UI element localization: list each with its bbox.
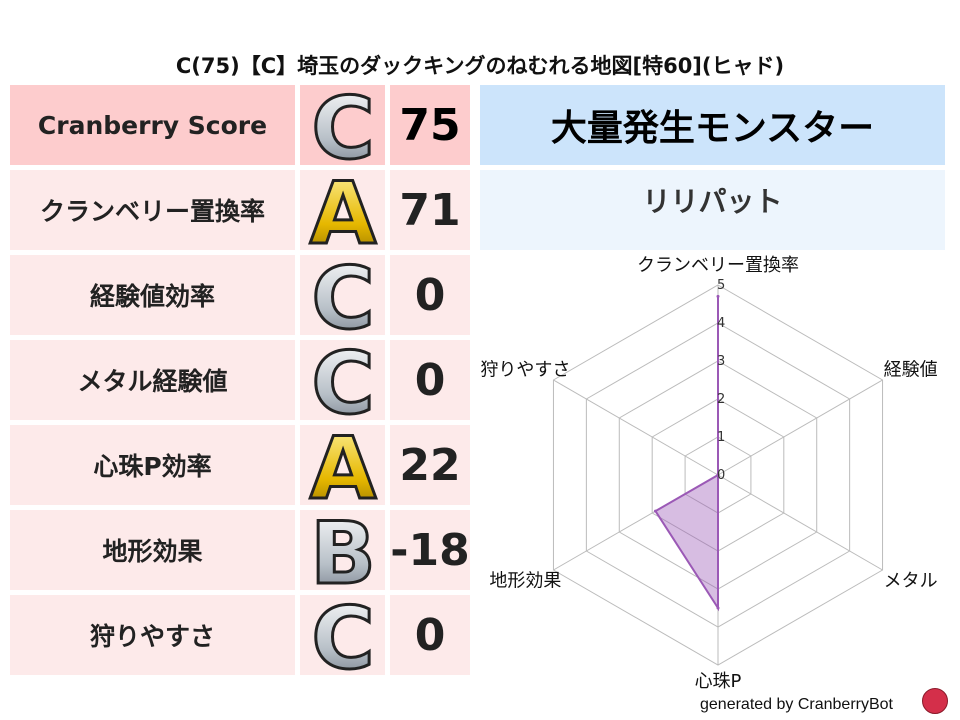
grade-letter: C [311,85,374,165]
row-score: 0 [390,595,470,675]
tick-label: 4 [717,316,725,331]
grade-letter: C [311,340,374,420]
monster-name: リリパット [480,170,945,250]
row-label: 経験値効率 [10,255,295,335]
row-label: 地形効果 [10,510,295,590]
data-point [716,606,720,610]
footer-text: generated by CranberryBot [700,696,893,713]
grade-badge: A [300,170,385,250]
data-point [716,294,720,298]
grade-letter: C [311,255,374,335]
tick-label: 5 [717,278,725,293]
tick-label: 2 [717,392,725,407]
axis-label: クランベリー置換率 [637,255,799,276]
row-score: 71 [390,170,470,250]
grade-letter: B [310,510,376,590]
row-label: クランベリー置換率 [10,170,295,250]
grid-spoke [553,379,719,476]
data-polygon [654,296,719,612]
axis-label: 経験値 [884,360,938,381]
page-title: C(75)【C】埼玉のダックキングのねむれる地図[特60](ヒャド) [175,54,785,78]
data-point [716,473,720,477]
row-score: 75 [390,85,470,165]
row-score: -18 [390,510,470,590]
row-score: 22 [390,425,470,505]
axis-label: 心珠P [695,671,742,690]
grade-letter: C [311,595,374,675]
grid-spoke [717,474,883,571]
axis-label: 地形効果 [489,570,561,591]
grade-badge: C [300,595,385,675]
tick-label: 3 [717,354,725,369]
row-score: 0 [390,340,470,420]
grade-badge: C [300,340,385,420]
outbreak-monster-header: 大量発生モンスター [480,85,945,165]
grade-letter: A [309,425,376,505]
row-label: Cranberry Score [10,85,295,165]
row-label: 狩りやすさ [10,595,295,675]
tick-label: 0 [717,468,725,483]
tick-label: 1 [717,430,725,445]
axis-label: メタル [884,570,938,591]
grade-badge: A [300,425,385,505]
grade-badge: C [300,255,385,335]
grade-letter: A [309,170,376,250]
grade-badge: C [300,85,385,165]
row-label: 心珠P効率 [10,425,295,505]
cranberry-bot-logo [922,688,948,714]
axis-label: 狩りやすさ [480,360,570,381]
data-point [653,509,657,513]
grid-spoke [717,379,883,476]
row-score: 0 [390,255,470,335]
grade-badge: B [300,510,385,590]
row-label: メタル経験値 [10,340,295,420]
